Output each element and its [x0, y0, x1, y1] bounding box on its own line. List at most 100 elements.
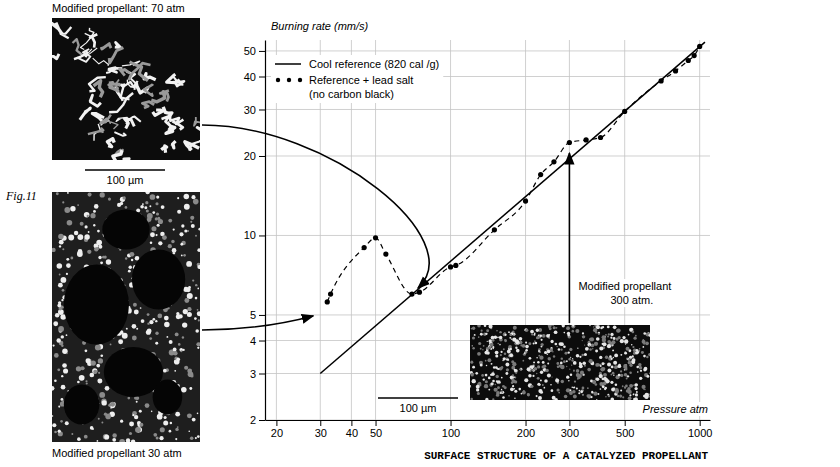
micrograph-detail [61, 335, 64, 338]
x-tick-mark [569, 420, 570, 426]
micrograph-detail [577, 347, 578, 348]
micrograph-detail [67, 192, 69, 194]
micrograph-detail [519, 388, 522, 391]
x-tick-label: 40 [346, 427, 358, 439]
micrograph-detail [130, 252, 135, 257]
y-tick: 5 [250, 309, 265, 321]
micrograph-detail [598, 333, 600, 335]
micrograph-detail [516, 341, 519, 344]
micrograph-detail [634, 384, 637, 387]
y-tick: 3 [250, 368, 265, 380]
y-tick-mark [259, 109, 265, 110]
micrograph-detail [58, 406, 60, 408]
micrograph-detail [496, 375, 499, 378]
micrograph-detail [124, 158, 129, 161]
micrograph-detail [88, 128, 104, 134]
micrograph-detail [501, 389, 502, 390]
y-tick-mark [259, 341, 265, 342]
micrograph-detail [536, 373, 537, 374]
annotation: Modified propellant 30 atm [52, 447, 182, 459]
micrograph-detail [52, 386, 54, 391]
micrograph-detail [643, 368, 646, 371]
y-tick: 50 [244, 45, 265, 57]
micrograph-detail [132, 250, 185, 310]
micrograph-detail [544, 351, 547, 354]
micrograph-detail [514, 398, 515, 399]
micrograph-detail [472, 347, 475, 350]
y-tick-label: 40 [244, 71, 256, 83]
micrograph-detail [86, 382, 88, 384]
x-grid-line [699, 40, 700, 420]
series-marker [673, 68, 678, 73]
micrograph-detail [64, 265, 129, 345]
micrograph-ground [52, 192, 200, 442]
micrograph-detail [129, 421, 134, 426]
micrograph-detail [633, 394, 635, 396]
micrograph-detail [567, 334, 570, 337]
micrograph-detail [66, 258, 69, 261]
micrograph-detail [147, 213, 153, 219]
micrograph-detail [514, 376, 516, 378]
micrograph-detail [118, 339, 123, 344]
micrograph-detail [618, 364, 620, 366]
micrograph-detail [578, 392, 580, 394]
micrograph-detail [635, 393, 638, 396]
arrow [202, 125, 429, 288]
micrograph-detail [176, 357, 180, 361]
micrograph-detail [560, 342, 564, 346]
micrograph-detail [627, 358, 629, 360]
scale-bar [378, 397, 458, 399]
micrograph-detail [620, 390, 622, 392]
x-tick-label: 1000 [688, 427, 712, 439]
micrograph-detail [602, 367, 606, 371]
micrograph-detail [602, 385, 605, 388]
micrograph-detail [173, 252, 175, 254]
x-tick-mark [376, 420, 377, 426]
micrograph-detail [60, 420, 63, 423]
micrograph-detail [492, 346, 494, 348]
x-tick-mark [351, 420, 352, 426]
micrograph-detail [546, 334, 550, 338]
micrograph-detail [636, 366, 639, 369]
micrograph-detail [620, 354, 622, 356]
micrograph-detail [525, 349, 528, 352]
micrograph-detail [542, 361, 545, 364]
micrograph-detail [198, 228, 200, 231]
micrograph-detail [616, 329, 620, 333]
micrograph-detail [98, 372, 100, 374]
micrograph-detail [509, 353, 513, 357]
micrograph-detail [516, 349, 520, 353]
micrograph-detail [183, 254, 186, 257]
micrograph-detail [618, 374, 621, 377]
micrograph-detail [564, 352, 567, 355]
micrograph-detail [635, 383, 638, 386]
micrograph-detail [620, 370, 622, 372]
x-tick: 500 [616, 420, 634, 439]
x-tick: 1000 [688, 420, 712, 439]
y-tick-label: 2 [250, 414, 256, 426]
micrograph-detail [107, 139, 114, 147]
micrograph-detail [147, 313, 150, 316]
micrograph-detail [77, 234, 83, 240]
micrograph-detail [532, 375, 534, 377]
y-tick-mark [259, 374, 265, 375]
micrograph-detail [62, 349, 67, 354]
micrograph-detail [496, 330, 498, 332]
micrograph-detail [612, 372, 615, 375]
x-tick-label: 200 [517, 427, 535, 439]
micrograph-detail [149, 337, 152, 340]
series-marker [523, 198, 528, 203]
micrograph-detail [510, 334, 512, 336]
micrograph-detail [602, 343, 604, 345]
micrograph-detail [197, 311, 200, 316]
micrograph-detail [195, 284, 197, 286]
micrograph-detail [475, 372, 478, 375]
micrograph-detail [177, 426, 179, 428]
micrograph-detail [631, 331, 634, 334]
micrograph-detail [605, 356, 608, 359]
micrograph-detail [134, 415, 138, 419]
micrograph-detail [627, 390, 631, 394]
micrograph-detail [620, 339, 624, 343]
micrograph-detail [527, 367, 531, 371]
micrograph-detail [603, 377, 606, 380]
